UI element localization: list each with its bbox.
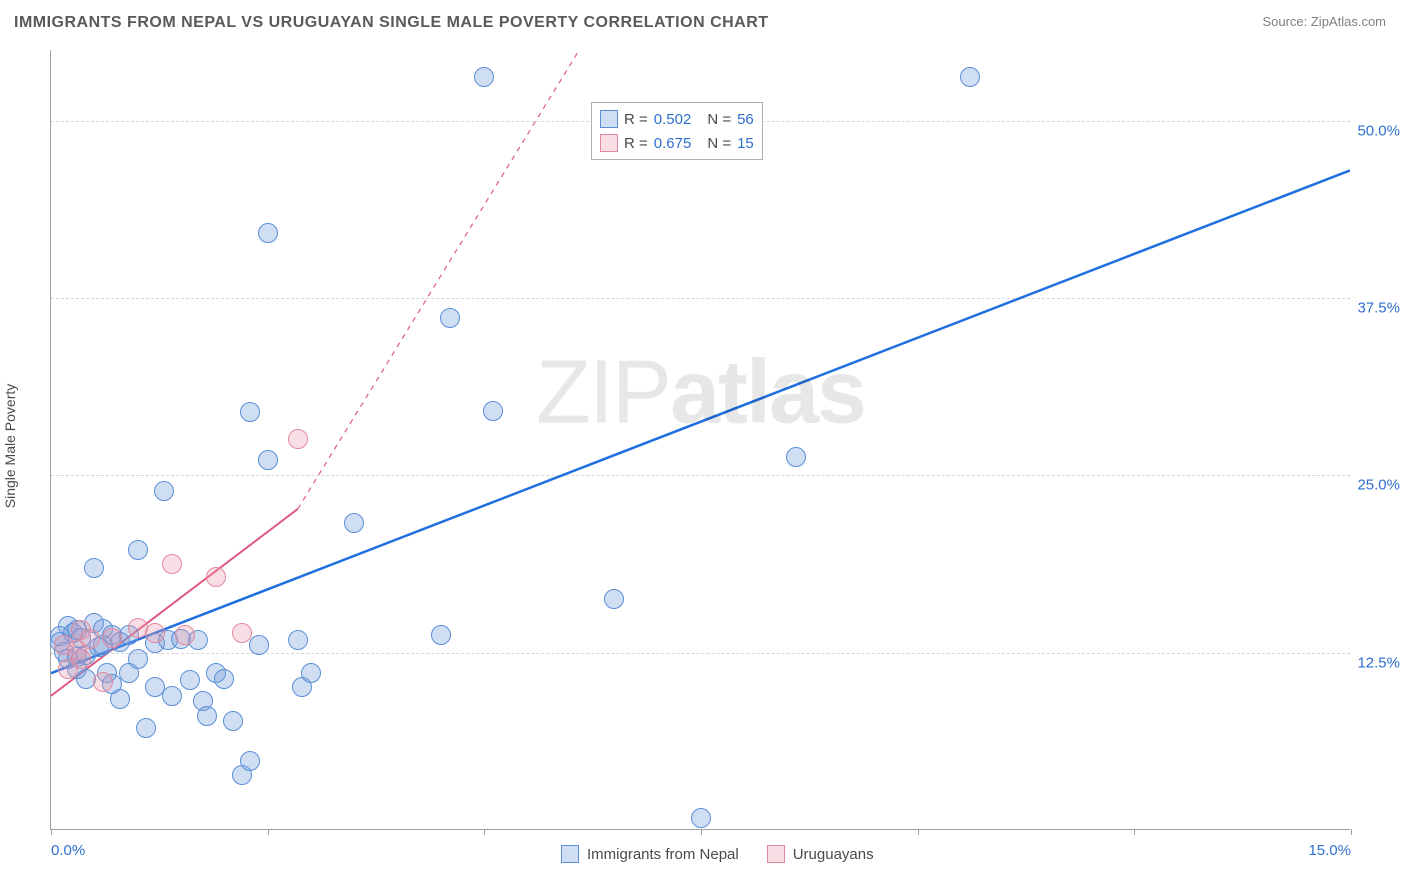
x-tick-mark bbox=[484, 829, 485, 835]
series-legend: Immigrants from Nepal Uruguayans bbox=[561, 845, 874, 863]
data-point-nepal bbox=[440, 308, 460, 328]
data-point-uruguay bbox=[145, 623, 165, 643]
data-point-nepal bbox=[180, 670, 200, 690]
data-point-nepal bbox=[110, 689, 130, 709]
data-point-uruguay bbox=[232, 623, 252, 643]
data-point-uruguay bbox=[206, 567, 226, 587]
n-value: 56 bbox=[737, 111, 754, 128]
data-point-nepal bbox=[214, 669, 234, 689]
y-tick-label: 25.0% bbox=[1355, 477, 1400, 494]
y-tick-label: 37.5% bbox=[1355, 300, 1400, 317]
x-tick-label: 0.0% bbox=[51, 842, 85, 859]
chart-title: IMMIGRANTS FROM NEPAL VS URUGUAYAN SINGL… bbox=[14, 14, 769, 32]
legend-label: Immigrants from Nepal bbox=[587, 846, 739, 863]
data-point-nepal bbox=[84, 558, 104, 578]
r-label: R = bbox=[624, 111, 648, 128]
legend-swatch bbox=[600, 110, 618, 128]
r-label: R = bbox=[624, 135, 648, 152]
n-value: 15 bbox=[737, 135, 754, 152]
source-attribution: Source: ZipAtlas.com bbox=[1262, 14, 1386, 29]
y-axis-label: Single Male Poverty bbox=[2, 384, 18, 509]
n-label: N = bbox=[707, 111, 731, 128]
x-tick-mark bbox=[268, 829, 269, 835]
legend-row: R = 0.675 N = 15 bbox=[600, 131, 754, 155]
data-point-nepal bbox=[301, 663, 321, 683]
gridline bbox=[51, 298, 1350, 299]
data-point-uruguay bbox=[102, 628, 122, 648]
data-point-nepal bbox=[249, 635, 269, 655]
data-point-nepal bbox=[154, 481, 174, 501]
data-point-uruguay bbox=[162, 554, 182, 574]
x-tick-mark bbox=[701, 829, 702, 835]
data-point-nepal bbox=[136, 718, 156, 738]
data-point-nepal bbox=[288, 630, 308, 650]
y-tick-label: 12.5% bbox=[1355, 654, 1400, 671]
gridline bbox=[51, 475, 1350, 476]
legend-row: R = 0.502 N = 56 bbox=[600, 107, 754, 131]
x-tick-mark bbox=[51, 829, 52, 835]
data-point-nepal bbox=[604, 589, 624, 609]
data-point-nepal bbox=[128, 540, 148, 560]
x-tick-mark bbox=[1351, 829, 1352, 835]
legend-swatch bbox=[600, 134, 618, 152]
data-point-uruguay bbox=[93, 672, 113, 692]
data-point-nepal bbox=[162, 686, 182, 706]
data-point-nepal bbox=[197, 706, 217, 726]
data-point-nepal bbox=[258, 450, 278, 470]
legend-item: Immigrants from Nepal bbox=[561, 845, 739, 863]
data-point-nepal bbox=[344, 513, 364, 533]
trend-lines bbox=[51, 50, 1350, 829]
data-point-nepal bbox=[786, 447, 806, 467]
data-point-uruguay bbox=[288, 429, 308, 449]
x-tick-mark bbox=[918, 829, 919, 835]
data-point-nepal bbox=[240, 402, 260, 422]
gridline bbox=[51, 653, 1350, 654]
data-point-nepal bbox=[431, 625, 451, 645]
r-value: 0.502 bbox=[654, 111, 692, 128]
correlation-legend: R = 0.502 N = 56 R = 0.675 N = 15 bbox=[591, 102, 763, 160]
data-point-nepal bbox=[128, 649, 148, 669]
x-tick-mark bbox=[1134, 829, 1135, 835]
data-point-nepal bbox=[483, 401, 503, 421]
data-point-nepal bbox=[258, 223, 278, 243]
n-label: N = bbox=[707, 135, 731, 152]
data-point-nepal bbox=[691, 808, 711, 828]
legend-item: Uruguayans bbox=[767, 845, 874, 863]
data-point-nepal bbox=[223, 711, 243, 731]
data-point-nepal bbox=[240, 751, 260, 771]
legend-label: Uruguayans bbox=[793, 846, 874, 863]
data-point-nepal bbox=[960, 67, 980, 87]
data-point-uruguay bbox=[80, 629, 100, 649]
legend-swatch bbox=[767, 845, 785, 863]
x-tick-label: 15.0% bbox=[1308, 842, 1351, 859]
data-point-uruguay bbox=[175, 625, 195, 645]
plot-area: 12.5%25.0%37.5%50.0%0.0%15.0% ZIPatlas R… bbox=[50, 50, 1350, 830]
legend-swatch bbox=[561, 845, 579, 863]
r-value: 0.675 bbox=[654, 135, 692, 152]
data-point-nepal bbox=[474, 67, 494, 87]
y-tick-label: 50.0% bbox=[1355, 122, 1400, 139]
data-point-uruguay bbox=[71, 649, 91, 669]
